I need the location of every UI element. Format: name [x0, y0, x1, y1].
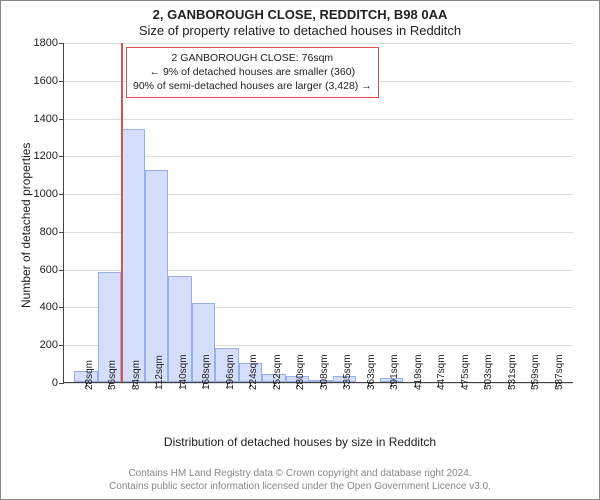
xtick-label: 224sqm — [248, 354, 259, 390]
ytick-label: 1000 — [34, 188, 58, 200]
bar — [121, 129, 145, 382]
ytick-label: 400 — [40, 301, 58, 313]
xtick-label: 140sqm — [178, 354, 189, 390]
xtick-label: 196sqm — [225, 354, 236, 390]
plot-area: 02004006008001000120014001600180028sqm56… — [63, 43, 573, 383]
ytick-mark — [59, 156, 64, 157]
ytick-mark — [59, 345, 64, 346]
ytick-label: 1400 — [34, 113, 58, 125]
bar — [145, 170, 169, 382]
indicator-line — [121, 43, 123, 382]
footer-line-1: Contains HM Land Registry data © Crown c… — [1, 467, 599, 480]
ytick-label: 1200 — [34, 150, 58, 162]
footer-attribution: Contains HM Land Registry data © Crown c… — [1, 467, 599, 493]
xtick-label: 280sqm — [295, 354, 306, 390]
ytick-mark — [59, 119, 64, 120]
xtick-label: 28sqm — [84, 360, 95, 390]
ytick-mark — [59, 232, 64, 233]
xtick-label: 531sqm — [507, 354, 518, 390]
xtick-label: 84sqm — [131, 360, 142, 390]
ytick-mark — [59, 194, 64, 195]
xtick-label: 475sqm — [460, 354, 471, 390]
ytick-mark — [59, 81, 64, 82]
title-subtitle: Size of property relative to detached ho… — [1, 23, 599, 38]
xtick-label: 587sqm — [554, 354, 565, 390]
ytick-label: 1600 — [34, 75, 58, 87]
title-main: 2, GANBOROUGH CLOSE, REDDITCH, B98 0AA — [1, 7, 599, 22]
xtick-label: 112sqm — [154, 355, 165, 390]
ytick-label: 200 — [40, 339, 58, 351]
ytick-label: 600 — [40, 264, 58, 276]
xtick-label: 559sqm — [530, 354, 541, 390]
ytick-label: 0 — [52, 377, 58, 389]
chart-container: 2, GANBOROUGH CLOSE, REDDITCH, B98 0AA S… — [0, 0, 600, 500]
y-axis-title: Number of detached properties — [19, 143, 33, 308]
xtick-label: 391sqm — [389, 354, 400, 390]
ytick-mark — [59, 270, 64, 271]
annotation-box: 2 GANBOROUGH CLOSE: 76sqm← 9% of detache… — [126, 47, 379, 98]
ytick-label: 800 — [40, 226, 58, 238]
ytick-mark — [59, 43, 64, 44]
xtick-label: 252sqm — [272, 354, 283, 390]
xtick-label: 363sqm — [366, 354, 377, 390]
xtick-label: 419sqm — [413, 354, 424, 390]
annotation-line: ← 9% of detached houses are smaller (360… — [133, 65, 372, 79]
xtick-label: 503sqm — [483, 354, 494, 390]
annotation-line: 2 GANBOROUGH CLOSE: 76sqm — [133, 51, 372, 65]
gridline — [64, 43, 573, 44]
xtick-label: 168sqm — [201, 354, 212, 390]
xtick-label: 308sqm — [319, 354, 330, 390]
gridline — [64, 119, 573, 120]
xtick-label: 335sqm — [342, 354, 353, 390]
ytick-label: 1800 — [34, 37, 58, 49]
xtick-label: 56sqm — [107, 360, 118, 390]
ytick-mark — [59, 383, 64, 384]
xtick-label: 447sqm — [436, 354, 447, 390]
annotation-line: 90% of semi-detached houses are larger (… — [133, 79, 372, 93]
x-axis-title: Distribution of detached houses by size … — [1, 435, 599, 449]
footer-line-2: Contains public sector information licen… — [1, 480, 599, 493]
ytick-mark — [59, 307, 64, 308]
